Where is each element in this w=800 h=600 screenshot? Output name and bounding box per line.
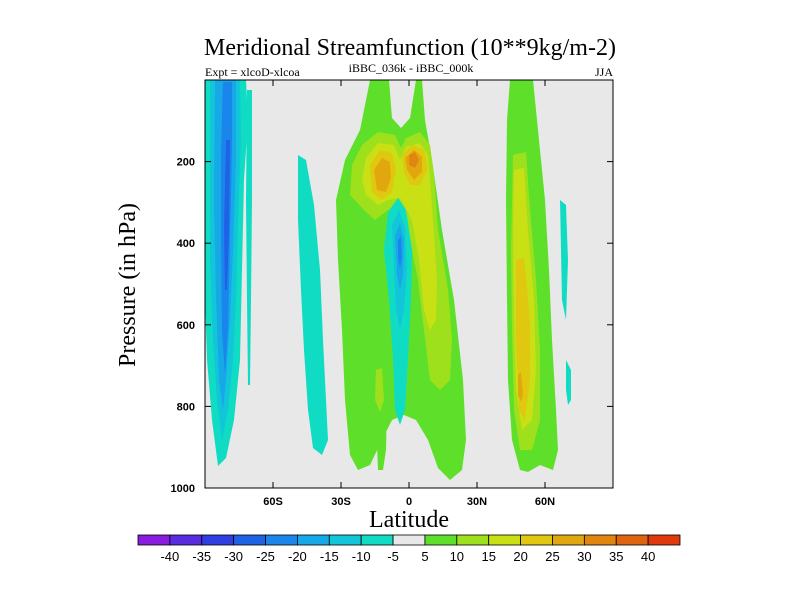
contour-plot-area	[204, 79, 614, 489]
x-tick-label: 60N	[535, 496, 555, 508]
contour-pos-10-south-edge	[375, 368, 384, 412]
colorbar-label: 35	[609, 549, 623, 564]
colorbar-swatch	[297, 534, 330, 546]
colorbar-label: -20	[288, 549, 307, 564]
x-tick-label: 30S	[331, 496, 351, 508]
colorbar-swatch	[488, 534, 521, 546]
contour-pos-30-core	[409, 152, 419, 168]
colorbar: -40 -35 -30 -25 -20 -15 -10 -5 5 10 15 20 25 30 35 40	[137, 534, 681, 564]
colorbar-label: -40	[160, 549, 179, 564]
contour-neg-5-sh-thin	[246, 90, 252, 385]
colorbar-label: 10	[450, 549, 464, 564]
contour-pos-5-south-edge	[376, 230, 387, 470]
colorbar-swatch	[137, 534, 171, 546]
y-tick-label: 800	[177, 401, 195, 413]
colorbar-swatch	[169, 534, 203, 546]
y-axis: 200 400 600 800 1000	[171, 157, 613, 495]
x-tick-label: 30N	[467, 496, 487, 508]
comparison-label: iBBC_036k - iBBC_000k	[349, 61, 474, 75]
colorbar-swatch	[615, 534, 649, 546]
colorbar-swatch	[647, 534, 681, 546]
colorbar-label: -25	[256, 549, 275, 564]
colorbar-label: 15	[481, 549, 495, 564]
colorbar-swatch	[360, 534, 394, 546]
contour-neg-20-equatorial	[398, 236, 402, 268]
contour-neg-5-nh-tiny	[566, 360, 571, 405]
colorbar-label: 20	[513, 549, 527, 564]
contour-pos-25-nh	[518, 372, 523, 402]
y-axis-title: Pressure (in hPa)	[115, 203, 141, 367]
colorbar-swatch	[552, 534, 585, 546]
colorbar-label: -35	[192, 549, 211, 564]
contour-pos-25-sh-lobe	[374, 158, 391, 192]
y-tick-label: 400	[177, 238, 195, 250]
experiment-label: Expt = xlcoD-xlcoa	[205, 65, 300, 79]
colorbar-label: 40	[641, 549, 655, 564]
colorbar-label: -5	[387, 549, 399, 564]
colorbar-swatch	[265, 534, 298, 546]
colorbar-label: 5	[421, 549, 428, 564]
colorbar-label: 25	[545, 549, 559, 564]
colorbar-swatch	[328, 534, 362, 546]
colorbar-swatch	[392, 534, 426, 546]
contour-neg-5-midlat	[298, 155, 328, 455]
chart-title: Meridional Streamfunction (10**9kg/m-2)	[204, 35, 616, 61]
colorbar-swatch	[456, 534, 490, 546]
x-tick-label: 0	[406, 496, 412, 508]
colorbar-label: -15	[320, 549, 339, 564]
colorbar-label: -30	[224, 549, 243, 564]
colorbar-swatch	[424, 534, 458, 546]
contour-neg-5-nh-small	[560, 200, 568, 320]
colorbar-label: 30	[577, 549, 591, 564]
colorbar-swatch	[520, 534, 553, 546]
x-tick-label: 60S	[263, 496, 283, 508]
x-axis: 60S 30S 0 30N 60N	[263, 80, 555, 508]
x-axis-title: Latitude	[369, 507, 449, 533]
colorbar-swatch	[233, 534, 266, 546]
y-tick-label: 600	[177, 320, 195, 332]
colorbar-swatch	[583, 534, 617, 546]
colorbar-swatch	[201, 534, 235, 546]
contour-fields	[205, 80, 571, 480]
y-tick-label: 200	[177, 157, 195, 169]
colorbar-label: -10	[352, 549, 371, 564]
y-tick-label: 1000	[171, 483, 195, 495]
contour-neg-25-sh-polar	[224, 140, 230, 290]
season-label: JJA	[595, 65, 613, 79]
